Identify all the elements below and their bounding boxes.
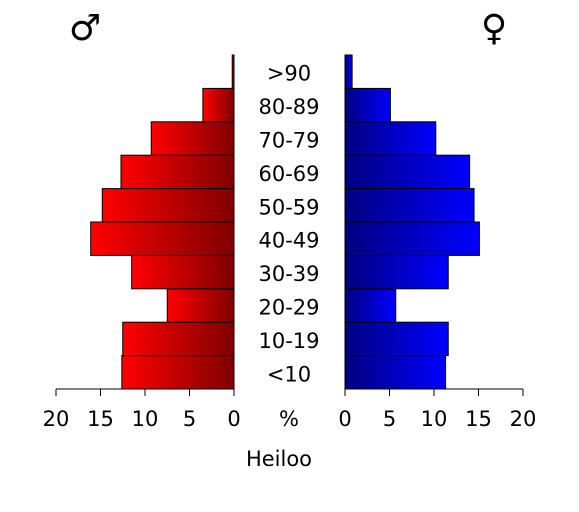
bar <box>344 321 449 357</box>
bar <box>344 154 471 190</box>
x-tick-label: 15 <box>465 407 492 431</box>
x-tick-label: 15 <box>87 407 114 431</box>
bar <box>344 254 449 290</box>
x-tick-label: 10 <box>421 407 448 431</box>
bar <box>344 355 447 390</box>
x-tick-label: 10 <box>132 407 159 431</box>
x-tick-label: 0 <box>227 407 240 431</box>
bar <box>231 54 235 89</box>
center-axis-label: % <box>279 407 299 431</box>
category-label: 30-39 <box>258 262 319 286</box>
category-label: 50-59 <box>258 195 319 219</box>
category-label: >90 <box>267 62 311 86</box>
bar <box>101 188 235 223</box>
male-symbol: ♂ <box>69 8 101 49</box>
bar <box>344 221 480 256</box>
x-tick-label: 5 <box>183 407 196 431</box>
bar <box>344 87 391 123</box>
bar <box>150 121 235 156</box>
chart-title: Heiloo <box>246 447 312 471</box>
x-tick-label: 20 <box>43 407 70 431</box>
x-tick-label: 5 <box>383 407 396 431</box>
bar <box>166 288 235 323</box>
female-symbol: ♀ <box>481 8 507 49</box>
x-tick-label: 20 <box>510 407 537 431</box>
x-tick-label: 0 <box>338 407 351 431</box>
category-label: 40-49 <box>258 229 319 253</box>
category-label: 10-19 <box>258 329 319 353</box>
category-label: <10 <box>267 362 311 386</box>
bar <box>344 54 353 89</box>
bar <box>122 321 235 357</box>
bar <box>344 288 397 323</box>
category-label: 80-89 <box>258 95 319 119</box>
bar <box>344 121 437 156</box>
category-label: 60-69 <box>258 162 319 186</box>
bar <box>120 154 235 190</box>
bar <box>344 188 475 223</box>
bar <box>121 355 235 390</box>
category-label: 20-29 <box>258 296 319 320</box>
category-label: 70-79 <box>258 129 319 153</box>
bar <box>90 221 235 256</box>
bar <box>131 254 235 290</box>
bar <box>202 87 235 123</box>
